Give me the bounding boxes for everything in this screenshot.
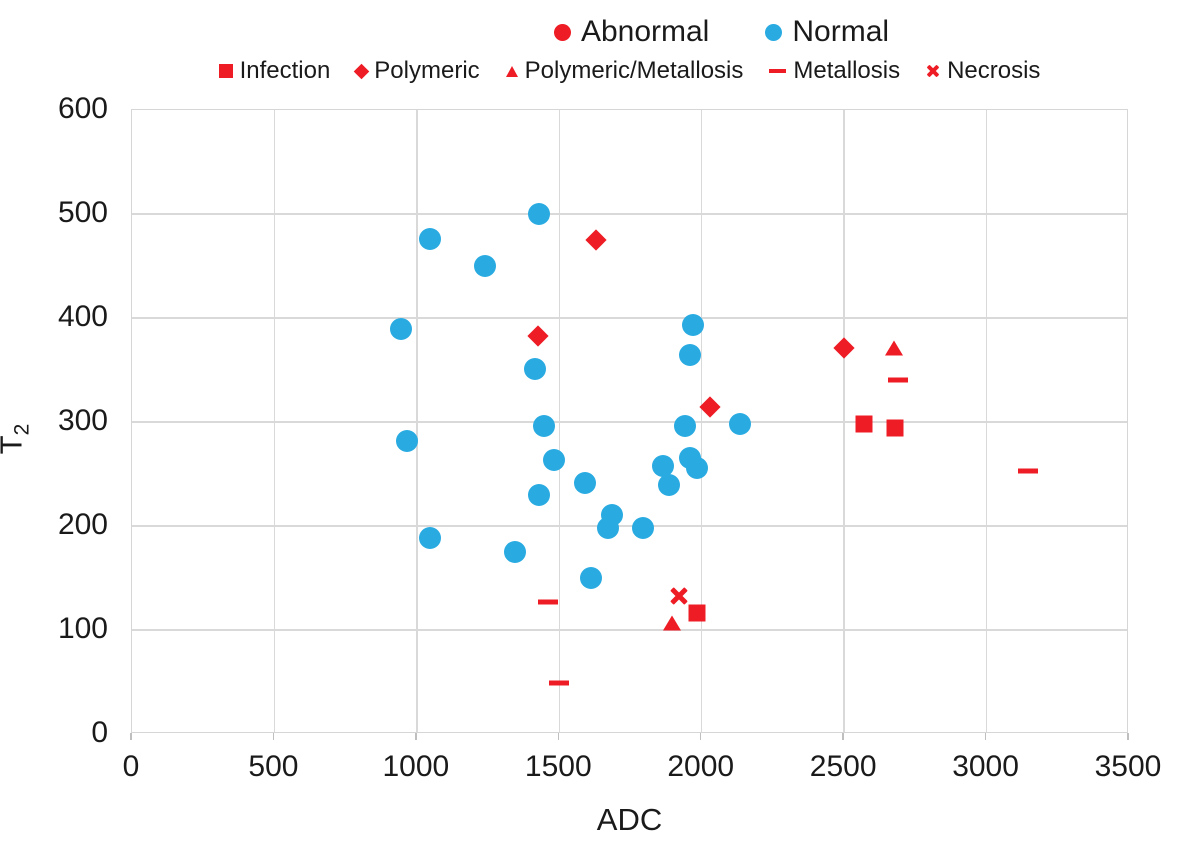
legend-item-abnormal: Abnormal (553, 15, 710, 49)
data-point-normal (652, 454, 675, 477)
data-point-infection (886, 419, 904, 437)
x-tick-label-1000: 1000 (382, 750, 450, 783)
legend-item-polymeric: Polymeric (354, 57, 480, 85)
legend-item-normal: Normal (765, 15, 889, 49)
gridline-y-400 (132, 317, 1127, 319)
data-point-normal (632, 517, 655, 540)
y-tick-label-500: 500 (57, 196, 108, 229)
y-axis-title-main: T (0, 435, 28, 454)
circle-legend-icon (553, 23, 571, 41)
data-point-polymeric (833, 337, 855, 359)
data-point-normal (679, 344, 702, 367)
gridline-x-1500 (558, 110, 561, 732)
legend-label: Polymeric (374, 57, 480, 84)
x-tick-mark-3500 (1127, 733, 1129, 740)
data-point-normal (390, 318, 413, 341)
x-tick-mark-3000 (984, 733, 987, 740)
x-tick-label-3000: 3000 (952, 750, 1019, 783)
gridline-x-2000 (700, 110, 703, 732)
data-point-normal (673, 415, 696, 438)
data-point-normal (686, 456, 709, 479)
legend-label: Necrosis (947, 57, 1041, 84)
data-point-normal (682, 314, 705, 337)
gridline-x-500 (273, 110, 276, 732)
data-point-normal (729, 413, 752, 436)
data-point-infection (688, 604, 706, 622)
square-legend-icon (218, 64, 233, 78)
y-tick-label-200: 200 (57, 508, 108, 541)
gridline-y-300 (132, 421, 1127, 423)
triangle-legend-icon (505, 65, 518, 77)
data-point-normal (418, 527, 441, 550)
diamond-legend-icon (354, 63, 370, 79)
data-point-polymeric (585, 229, 607, 251)
x-tick-mark-2500 (842, 733, 844, 740)
x-tick-mark-500 (272, 733, 275, 740)
gridline-x-1000 (416, 110, 418, 732)
y-tick-label-100: 100 (57, 612, 108, 645)
legend-item-polymeric-metallosis: Polymeric/Metallosis (505, 57, 744, 85)
data-point-normal (504, 541, 527, 563)
x-tick-label-3500: 3500 (1094, 750, 1162, 783)
y-axis-title-subscript: 2 (10, 423, 34, 436)
data-point-normal (528, 483, 551, 506)
x-tick-label-2500: 2500 (809, 750, 877, 783)
y-tick-label-600: 600 (57, 92, 108, 125)
x-tick-mark-2000 (699, 733, 702, 740)
x-tick-label-0: 0 (122, 750, 140, 783)
plot-area (131, 109, 1128, 733)
gridline-y-200 (132, 525, 1127, 527)
gridline-y-100 (132, 629, 1127, 631)
data-point-metallosis (537, 599, 558, 605)
data-point-polymeric-metallosis (662, 615, 681, 631)
x-legend-icon (926, 64, 940, 78)
legend-label: Normal (792, 15, 890, 48)
dash-legend-icon (769, 69, 787, 73)
y-tick-label-400: 400 (57, 300, 108, 333)
x-tick-mark-1500 (557, 733, 560, 740)
legend-primary-row: Abnormal Normal (131, 12, 1178, 52)
data-point-normal (395, 429, 418, 452)
data-point-polymeric-metallosis (884, 340, 903, 356)
data-point-normal (418, 227, 441, 250)
data-point-normal (542, 449, 565, 472)
x-tick-label-500: 500 (248, 750, 299, 783)
legend-secondary-row: Infection Polymeric Polymeric/Metallosis Me… (131, 54, 1128, 88)
legend-item-metallosis: Metallosis (769, 57, 900, 85)
legend-item-necrosis: Necrosis (926, 57, 1040, 85)
data-point-normal (657, 474, 680, 497)
legend-label: Polymeric/Metallosis (524, 57, 744, 84)
legend-label: Metallosis (793, 57, 901, 84)
data-point-polymeric (699, 396, 721, 419)
x-tick-label-2000: 2000 (667, 750, 735, 783)
gridline-y-500 (132, 213, 1127, 215)
legend-label: Infection (239, 57, 331, 84)
y-axis-title: T2 (0, 424, 34, 455)
data-point-normal (600, 503, 623, 526)
data-point-metallosis (888, 377, 909, 383)
y-tick-label-0: 0 (91, 716, 108, 749)
data-point-metallosis (549, 680, 570, 686)
data-point-metallosis (1017, 468, 1038, 474)
data-point-normal (474, 255, 497, 277)
data-point-normal (573, 472, 596, 495)
x-axis-title: ADC (596, 802, 663, 837)
x-tick-mark-0 (130, 733, 132, 740)
data-point-necrosis (669, 586, 689, 606)
gridline-x-2500 (843, 110, 845, 732)
legend-item-infection: Infection (218, 57, 331, 85)
data-point-normal (528, 203, 551, 225)
y-tick-label-300: 300 (57, 404, 108, 437)
data-point-normal (579, 567, 602, 589)
x-tick-mark-1000 (415, 733, 417, 740)
circle-legend-icon (765, 23, 783, 41)
data-point-polymeric (527, 325, 549, 347)
legend-label: Abnormal (580, 15, 710, 48)
data-point-infection (855, 415, 873, 433)
x-tick-label-1500: 1500 (524, 750, 592, 783)
data-point-normal (532, 415, 555, 438)
data-point-normal (524, 357, 547, 380)
gridline-x-3000 (985, 110, 988, 732)
